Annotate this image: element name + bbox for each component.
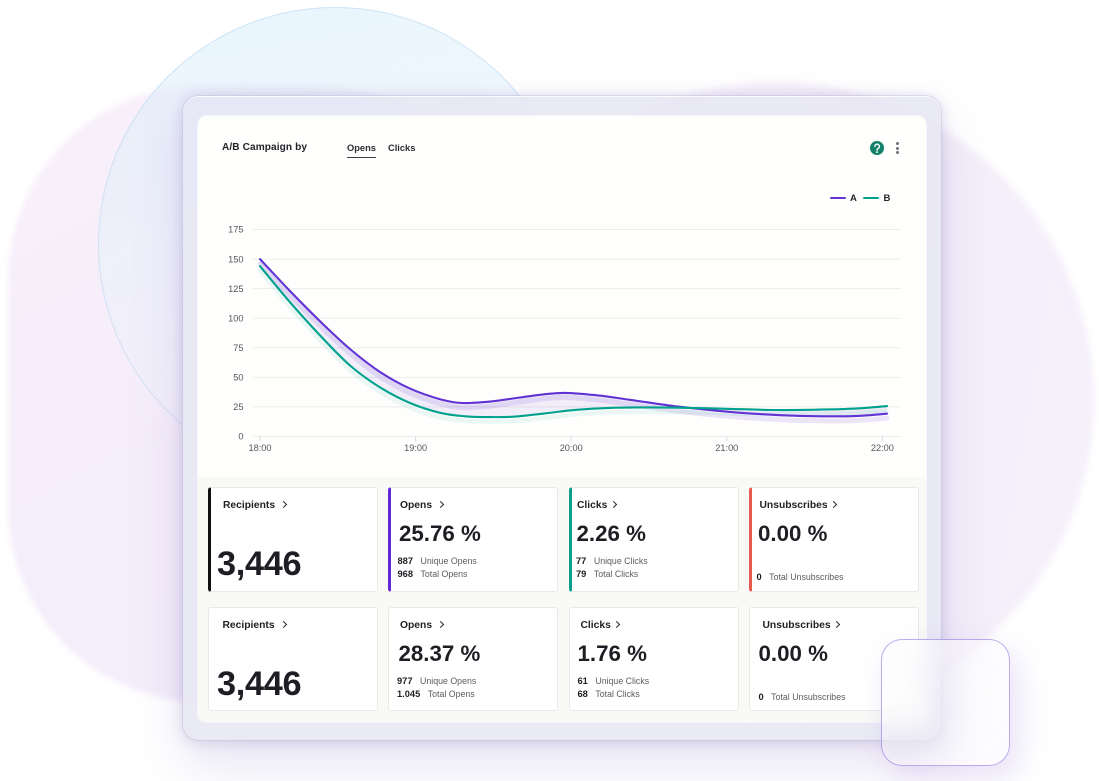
svg-text:150: 150	[228, 254, 243, 264]
svg-text:25: 25	[233, 402, 243, 412]
svg-text:22:00: 22:00	[871, 443, 894, 453]
svg-text:100: 100	[228, 313, 243, 323]
svg-text:20:00: 20:00	[560, 443, 583, 453]
svg-text:75: 75	[233, 343, 243, 353]
svg-text:50: 50	[233, 373, 243, 383]
svg-text:19:00: 19:00	[404, 443, 427, 453]
svg-text:125: 125	[228, 284, 243, 294]
svg-text:18:00: 18:00	[249, 443, 272, 453]
svg-text:21:00: 21:00	[715, 443, 738, 453]
svg-text:175: 175	[228, 225, 243, 235]
svg-text:0: 0	[238, 432, 243, 442]
